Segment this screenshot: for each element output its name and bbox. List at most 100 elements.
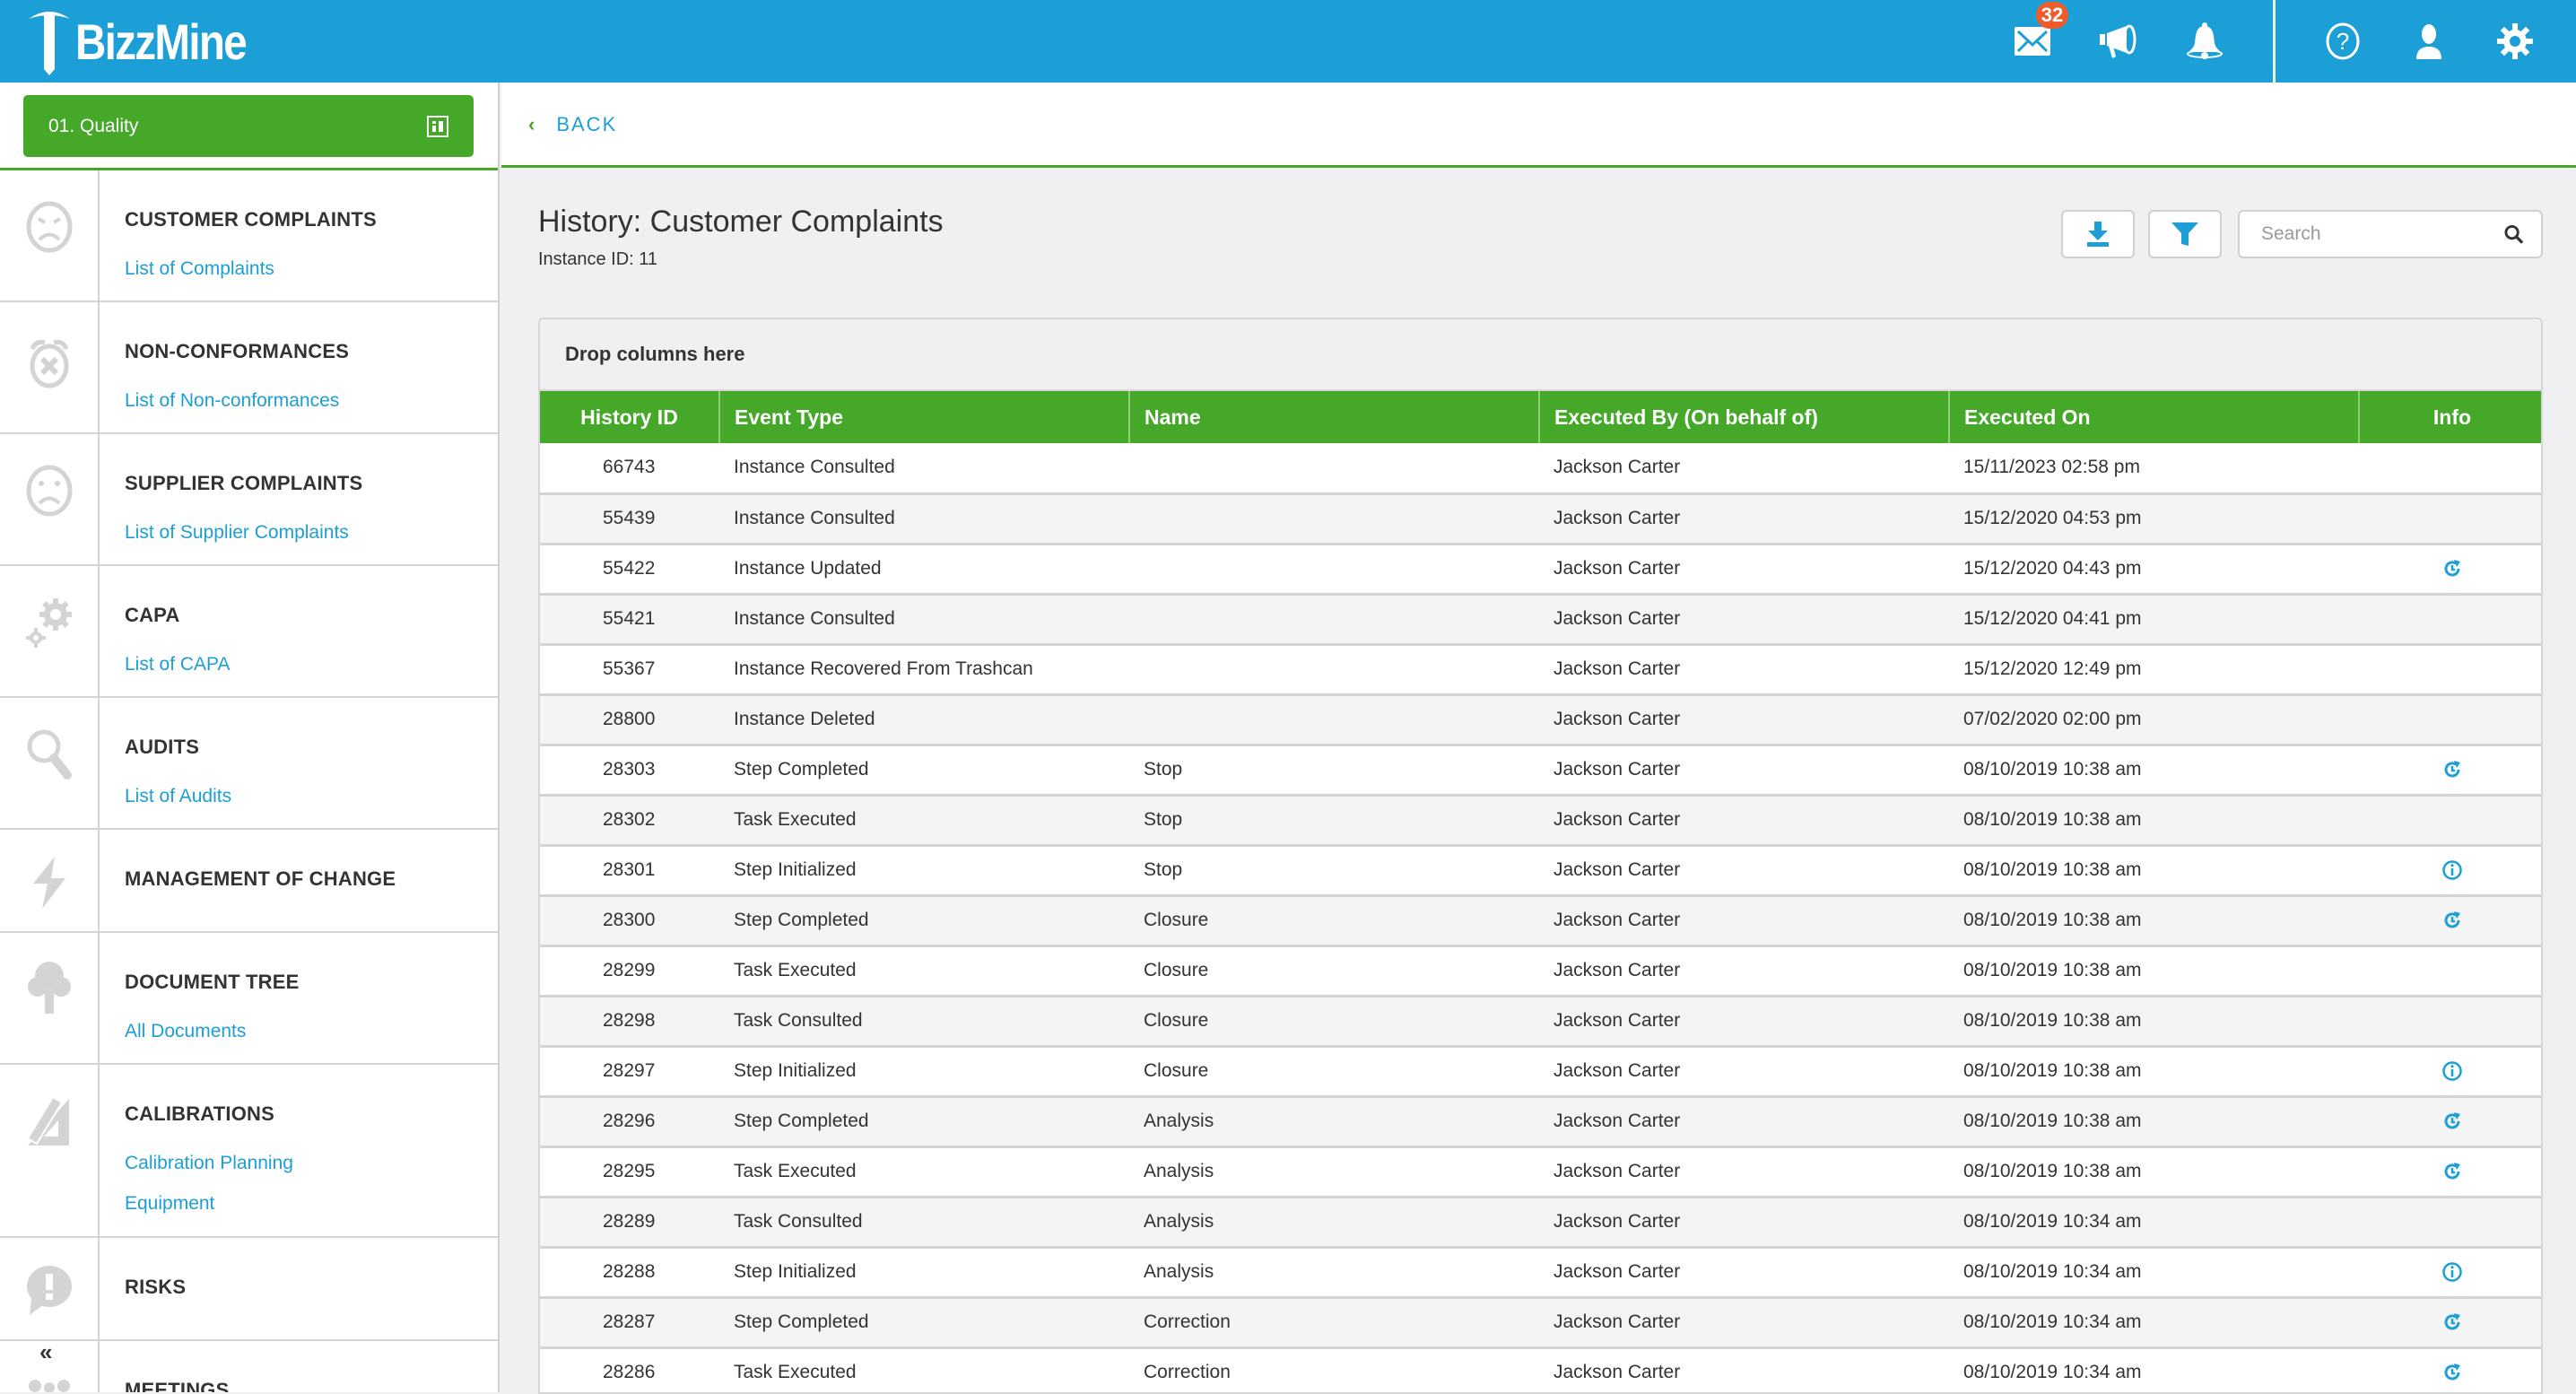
sidebar-item-title[interactable]: NON-CONFORMANCES xyxy=(125,340,350,362)
table-row[interactable]: 66743 Instance Consulted Jackson Carter 15/… xyxy=(540,443,2541,495)
sidebar-item-title[interactable]: MEETINGS xyxy=(125,1379,230,1392)
search-input[interactable] xyxy=(2261,223,2504,245)
table-row[interactable]: 28301 Step Initialized Stop Jackson Carter 0… xyxy=(540,845,2541,897)
sidebar-link-calibration-planning[interactable]: Calibration Planning xyxy=(125,1153,293,1173)
history-grid: Drop columns here History ID Event Type … xyxy=(538,318,2543,1394)
sidebar-link-list-of-non-conformances[interactable]: List of Non-conformances xyxy=(125,390,340,411)
sidebar-item-title[interactable]: CAPA xyxy=(125,604,180,626)
sidebar-link-equipment[interactable]: Equipment xyxy=(125,1193,215,1214)
info-icon[interactable] xyxy=(2441,859,2463,881)
column-header-history-id[interactable]: History ID xyxy=(540,391,720,443)
history-icon[interactable] xyxy=(2441,1311,2463,1333)
chevron-left-icon: ‹ xyxy=(528,113,535,135)
cell-event-type: Task Executed xyxy=(719,945,1129,998)
settings-button[interactable] xyxy=(2472,0,2558,83)
cell-name: Closure xyxy=(1129,1046,1539,1098)
table-row[interactable]: 28297 Step Initialized Closure Jackson Cart… xyxy=(540,1046,2541,1098)
filter-button[interactable] xyxy=(2148,210,2222,258)
history-icon[interactable] xyxy=(2441,1111,2463,1132)
column-header-executed-by[interactable]: Executed By (On behalf of) xyxy=(1539,391,1950,443)
angry-face-icon xyxy=(26,201,72,253)
info-icon[interactable] xyxy=(2441,1060,2463,1082)
history-icon[interactable] xyxy=(2441,558,2463,579)
cell-event-type: Instance Consulted xyxy=(719,443,1129,495)
cell-executed-on: 07/02/2020 02:00 pm xyxy=(1949,694,2359,746)
mail-button[interactable]: 32 xyxy=(1989,0,2076,83)
sidebar-item-title[interactable]: DOCUMENT TREE xyxy=(125,971,300,993)
table-row[interactable]: 28300 Step Completed Closure Jackson Carter… xyxy=(540,895,2541,947)
cell-executed-on: 08/10/2019 10:38 am xyxy=(1949,1096,2359,1148)
sidebar-item-calibrations: CALIBRATIONS Calibration Planning Equipm… xyxy=(0,1065,498,1238)
sidebar-item-non-conformances: NON-CONFORMANCES List of Non-conformance… xyxy=(0,302,498,434)
table-row[interactable]: 28299 Task Executed Closure Jackson Carter 0… xyxy=(540,945,2541,998)
help-button[interactable]: ? xyxy=(2300,0,2386,83)
module-selector-button[interactable]: 01. Quality xyxy=(23,95,474,157)
back-label: BACK xyxy=(556,113,618,135)
table-row[interactable]: 55421 Instance Consulted Jackson Carter 15/… xyxy=(540,594,2541,646)
export-button[interactable] xyxy=(2061,210,2135,258)
column-header-name[interactable]: Name xyxy=(1129,391,1540,443)
search-icon[interactable] xyxy=(2504,224,2523,244)
history-icon[interactable] xyxy=(2441,759,2463,780)
cell-event-type: Instance Consulted xyxy=(719,594,1129,646)
sidebar-item-meetings: MEETINGS xyxy=(0,1341,498,1392)
cell-executed-on: 08/10/2019 10:38 am xyxy=(1949,895,2359,947)
cell-executed-on: 15/12/2020 12:49 pm xyxy=(1949,644,2359,696)
lightning-icon xyxy=(32,857,65,909)
sidebar-link-list-of-audits[interactable]: List of Audits xyxy=(125,786,232,806)
sidebar-item-title[interactable]: CALIBRATIONS xyxy=(125,1102,274,1125)
cell-history-id: 55422 xyxy=(540,544,719,596)
announcements-button[interactable] xyxy=(2076,0,2162,83)
logo[interactable]: BizzMine xyxy=(27,5,276,77)
cell-name: Correction xyxy=(1129,1347,1539,1392)
table-row[interactable]: 55439 Instance Consulted Jackson Carter 15/… xyxy=(540,493,2541,545)
cell-name xyxy=(1129,694,1539,746)
sidebar-link-list-of-supplier-complaints[interactable]: List of Supplier Complaints xyxy=(125,522,349,543)
column-header-event-type[interactable]: Event Type xyxy=(719,391,1130,443)
table-row[interactable]: 28296 Step Completed Analysis Jackson Carte… xyxy=(540,1096,2541,1148)
table-row[interactable]: 28288 Step Initialized Analysis Jackson Car… xyxy=(540,1247,2541,1299)
sidebar-item-title[interactable]: AUDITS xyxy=(125,736,200,758)
cell-executed-by: Jackson Carter xyxy=(1539,845,1949,897)
table-row[interactable]: 28286 Task Executed Correction Jackson Cart… xyxy=(540,1347,2541,1392)
sidebar-link-list-of-capa[interactable]: List of CAPA xyxy=(125,654,231,675)
cell-info xyxy=(2359,694,2541,746)
back-button[interactable]: ‹ BACK xyxy=(528,113,617,136)
table-row[interactable]: 28298 Task Consulted Closure Jackson Carter… xyxy=(540,996,2541,1048)
table-row[interactable]: 28287 Step Completed Correction Jackson Car… xyxy=(540,1297,2541,1349)
history-icon[interactable] xyxy=(2441,1161,2463,1182)
table-row[interactable]: 28295 Task Executed Analysis Jackson Carter… xyxy=(540,1146,2541,1198)
sidebar-link-all-documents[interactable]: All Documents xyxy=(125,1021,247,1041)
info-icon[interactable] xyxy=(2441,1261,2463,1283)
sidebar-link-list-of-complaints[interactable]: List of Complaints xyxy=(125,258,274,279)
top-bar: BizzMine 32 xyxy=(0,0,2576,83)
notifications-button[interactable] xyxy=(2162,0,2248,83)
collapse-sidebar-button[interactable]: « xyxy=(39,1338,53,1365)
module-label: 01. Quality xyxy=(48,115,139,136)
cell-executed-by: Jackson Carter xyxy=(1539,996,1949,1048)
sidebar-item-title[interactable]: SUPPLIER COMPLAINTS xyxy=(125,472,363,494)
table-row[interactable]: 28289 Task Consulted Analysis Jackson Carte… xyxy=(540,1197,2541,1249)
help-icon: ? xyxy=(2326,22,2360,60)
table-row[interactable]: 55422 Instance Updated Jackson Carter 15/12… xyxy=(540,544,2541,596)
cell-event-type: Task Consulted xyxy=(719,996,1129,1048)
sad-face-icon xyxy=(26,465,72,517)
mail-badge: 32 xyxy=(2036,2,2068,29)
column-header-executed-on[interactable]: Executed On xyxy=(1949,391,2360,443)
table-row[interactable]: 28800 Instance Deleted Jackson Carter 07/02… xyxy=(540,694,2541,746)
cell-executed-on: 08/10/2019 10:34 am xyxy=(1949,1247,2359,1299)
cell-event-type: Task Executed xyxy=(719,1146,1129,1198)
pickaxe-logo-icon xyxy=(29,12,70,75)
history-icon[interactable] xyxy=(2441,1362,2463,1383)
sidebar-item-title[interactable]: MANAGEMENT OF CHANGE xyxy=(125,867,396,890)
group-drop-area[interactable]: Drop columns here xyxy=(540,319,2541,391)
sidebar-item-title[interactable]: CUSTOMER COMPLAINTS xyxy=(125,208,377,231)
history-icon[interactable] xyxy=(2441,910,2463,931)
table-row[interactable]: 55367 Instance Recovered From Trashcan Jac… xyxy=(540,644,2541,696)
sidebar-item-title[interactable]: RISKS xyxy=(125,1276,187,1298)
user-button[interactable] xyxy=(2386,0,2472,83)
column-header-info[interactable]: Info xyxy=(2359,391,2541,443)
table-row[interactable]: 28303 Step Completed Stop Jackson Carter 08/… xyxy=(540,745,2541,797)
table-row[interactable]: 28302 Task Executed Stop Jackson Carter 08/1… xyxy=(540,795,2541,847)
cell-info xyxy=(2359,1146,2541,1198)
